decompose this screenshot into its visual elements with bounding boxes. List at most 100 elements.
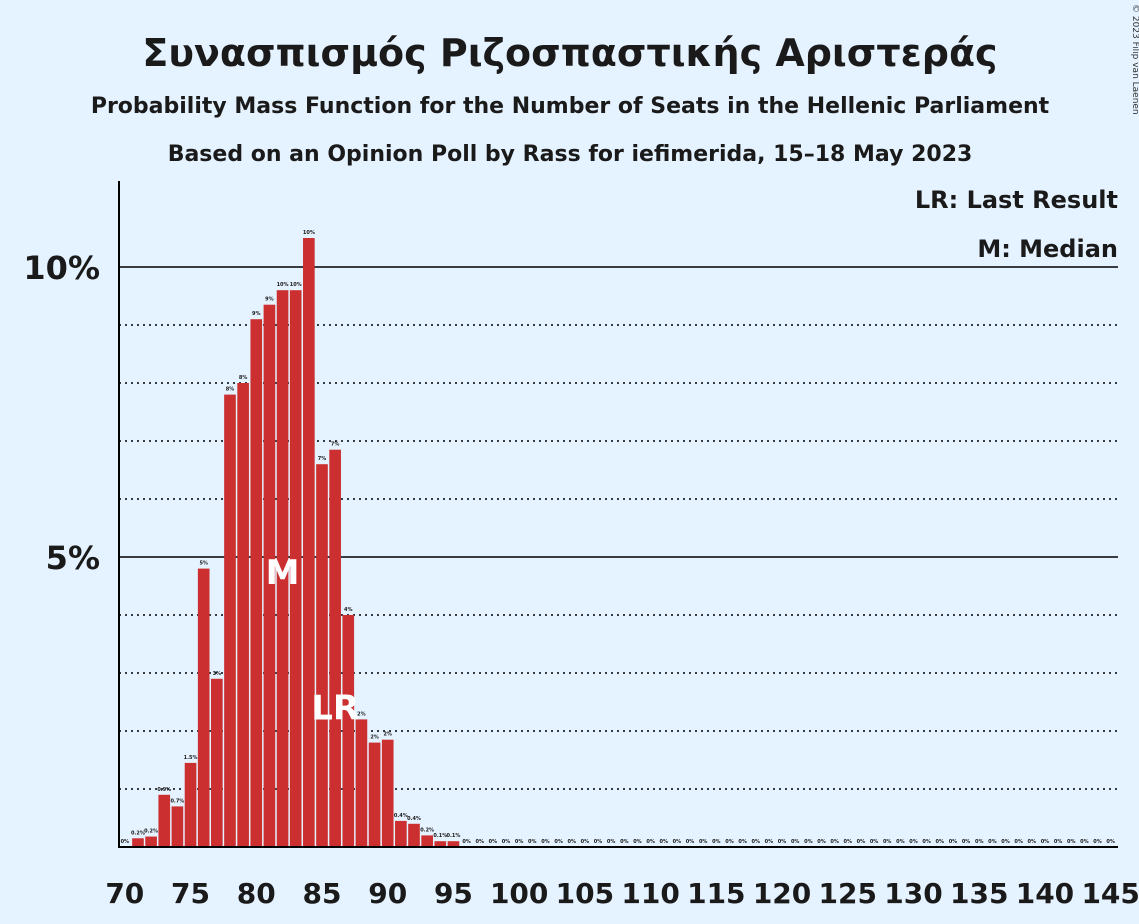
bar-label-73: 0.9% xyxy=(157,787,171,793)
bar-label-120: 0% xyxy=(778,839,787,845)
bar-label-97: 0% xyxy=(475,839,484,845)
bar-label-118: 0% xyxy=(752,839,761,845)
axes xyxy=(118,181,1118,848)
bar-78 xyxy=(224,394,236,847)
bar-label-119: 0% xyxy=(765,839,774,845)
bar-label-114: 0% xyxy=(699,839,708,845)
bar-label-105: 0% xyxy=(581,839,590,845)
bar-labels: 0%0.2% 0.2%0.9%0.7%1.5%5%3%8%8%9%9%10% 10%… xyxy=(121,230,1115,845)
x-tick-85: 85 xyxy=(303,877,342,910)
bar-89 xyxy=(368,742,381,847)
x-tick-120: 120 xyxy=(753,877,811,910)
bar-label-113: 0% xyxy=(686,839,695,845)
bar-79 xyxy=(237,383,249,847)
bar-label-98: 0% xyxy=(489,839,498,845)
legend-last-result: LR: Last Result xyxy=(915,186,1118,214)
bar-label-72: 0.2% xyxy=(144,829,158,835)
bar-label-144: 0% xyxy=(1093,839,1102,845)
bar-label-115: 0% xyxy=(712,839,721,845)
bar-label-104: 0% xyxy=(567,839,576,845)
bar-label-70: 0% xyxy=(121,839,130,845)
bar-label-141: 0% xyxy=(1054,839,1063,845)
x-tick-90: 90 xyxy=(368,877,407,910)
x-tick-105: 105 xyxy=(556,877,614,910)
x-tick-95: 95 xyxy=(434,877,473,910)
bar-label-132: 0% xyxy=(936,839,945,845)
x-tick-75: 75 xyxy=(171,877,210,910)
bar-label-124: 0% xyxy=(830,839,839,845)
copyright: © 2023 Filip van Laenen xyxy=(1130,4,1139,115)
x-ticks: 70 75 80 85 90 95 100 105 110 115 120 125 130 135 140 1… xyxy=(105,877,1139,910)
bar-label-78: 8% xyxy=(226,387,235,393)
bar-label-126: 0% xyxy=(857,839,866,845)
bar-label-91: 0.4% xyxy=(394,813,408,819)
bar-77 xyxy=(211,678,223,847)
bar-label-82: 10% xyxy=(277,282,289,288)
y-tick-5: 5% xyxy=(46,539,100,577)
bar-label-129: 0% xyxy=(896,839,905,845)
bar-94 xyxy=(434,841,447,847)
bar-label-145: 0% xyxy=(1106,839,1115,845)
bar-label-96: 0% xyxy=(462,839,471,845)
markers: M LR xyxy=(266,553,359,729)
bar-label-71: 0.2% xyxy=(131,830,145,836)
bar-label-108: 0% xyxy=(620,839,629,845)
bar-label-133: 0% xyxy=(949,839,958,845)
bar-label-77: 3% xyxy=(213,671,222,677)
bar-label-74: 0.7% xyxy=(170,798,184,804)
x-tick-130: 130 xyxy=(884,877,942,910)
bar-label-80: 9% xyxy=(252,311,261,317)
bar-label-136: 0% xyxy=(988,839,997,845)
bar-85 xyxy=(316,464,328,847)
bar-label-140: 0% xyxy=(1041,839,1050,845)
bar-label-134: 0% xyxy=(962,839,971,845)
bar-71 xyxy=(132,838,144,847)
bar-label-106: 0% xyxy=(594,839,603,845)
legend-median: M: Median xyxy=(977,235,1118,263)
bar-label-85: 7% xyxy=(318,456,327,462)
x-tick-140: 140 xyxy=(1016,877,1074,910)
bars xyxy=(132,238,460,847)
bar-label-112: 0% xyxy=(673,839,682,845)
bar-label-123: 0% xyxy=(817,839,826,845)
bar-label-84: 10% xyxy=(303,230,315,236)
bar-label-92: 0.4% xyxy=(407,816,421,822)
bar-88 xyxy=(355,719,368,847)
x-tick-145: 145 xyxy=(1081,877,1139,910)
bar-label-125: 0% xyxy=(844,839,853,845)
y-tick-10: 10% xyxy=(23,249,100,287)
bar-92 xyxy=(408,823,420,847)
bar-73 xyxy=(158,794,171,847)
chart-title: Συνασπισμός Ριζοσπαστικής Αριστεράς xyxy=(142,31,997,75)
bar-82 xyxy=(276,290,289,847)
bar-label-117: 0% xyxy=(738,839,747,845)
bar-84 xyxy=(303,238,315,847)
bar-label-101: 0% xyxy=(528,839,537,845)
x-tick-125: 125 xyxy=(819,877,877,910)
bar-label-128: 0% xyxy=(883,839,892,845)
bar-label-139: 0% xyxy=(1028,839,1037,845)
bar-label-88: 2% xyxy=(357,711,366,717)
bar-86 xyxy=(329,449,341,847)
bar-label-79: 8% xyxy=(239,375,248,381)
x-tick-80: 80 xyxy=(237,877,276,910)
bar-label-86: 7% xyxy=(331,442,340,448)
bar-label-107: 0% xyxy=(607,839,616,845)
bar-label-90: 2% xyxy=(383,732,392,738)
bar-label-138: 0% xyxy=(1014,839,1023,845)
bar-label-100: 0% xyxy=(515,839,524,845)
bar-74 xyxy=(171,806,184,847)
bar-80 xyxy=(250,319,263,847)
chart-subtitle: Probability Mass Function for the Number… xyxy=(91,94,1050,119)
bar-91 xyxy=(395,820,407,847)
bar-label-81: 9% xyxy=(265,297,274,303)
bar-label-121: 0% xyxy=(791,839,800,845)
bar-87 xyxy=(342,615,355,847)
bar-label-102: 0% xyxy=(541,839,550,845)
bar-label-94: 0.1% xyxy=(433,833,447,839)
bar-label-122: 0% xyxy=(804,839,813,845)
bar-label-127: 0% xyxy=(870,839,879,845)
bar-83 xyxy=(289,290,302,847)
bar-label-83: 10% xyxy=(290,282,302,288)
